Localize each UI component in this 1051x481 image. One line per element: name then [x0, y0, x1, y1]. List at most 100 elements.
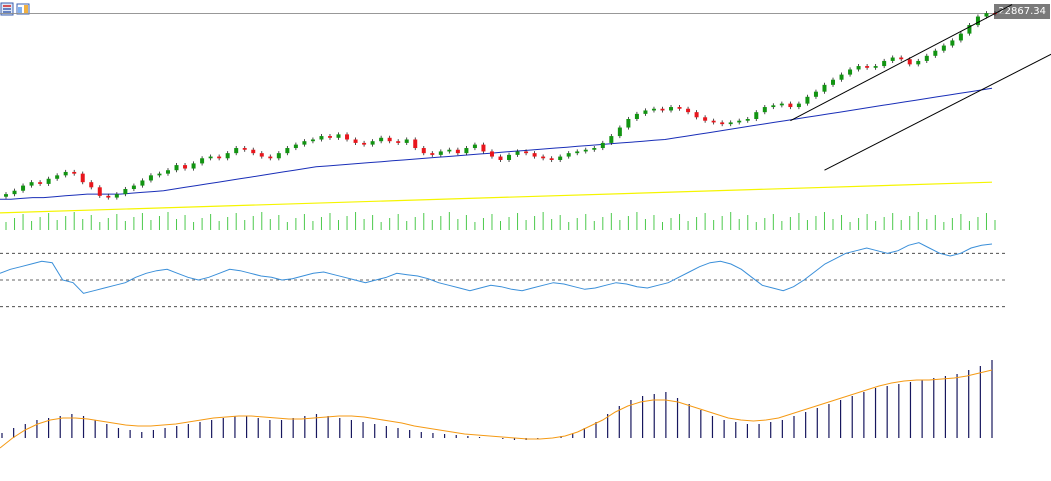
candle-body: [907, 59, 912, 65]
candle-body: [38, 182, 43, 184]
candle-body: [259, 153, 264, 157]
candle-body: [336, 134, 341, 138]
candle-body: [669, 107, 674, 111]
candle-body: [114, 194, 119, 198]
candle-body: [413, 139, 418, 149]
candle-body: [174, 165, 179, 171]
candle-body: [464, 148, 469, 154]
candle-body: [941, 45, 946, 51]
candle-body: [225, 153, 230, 159]
candle-body: [404, 139, 409, 143]
candle-body: [558, 156, 563, 160]
candle-body: [651, 108, 656, 111]
candle-body: [566, 153, 571, 157]
candle-body: [430, 153, 435, 155]
candle-body: [455, 149, 460, 154]
candle-body: [251, 149, 256, 154]
candle-body: [933, 50, 938, 56]
current-price-badge: 22867.34: [994, 4, 1050, 19]
candle-body: [319, 136, 324, 140]
candle-body: [873, 66, 878, 68]
candle-body: [583, 149, 588, 152]
candle-body: [293, 144, 298, 149]
candle-body: [165, 170, 170, 174]
chart-toolbar: [0, 2, 30, 18]
candle-body: [234, 148, 239, 154]
candle-body: [916, 60, 921, 65]
candle-body: [310, 139, 315, 142]
candle-body: [21, 185, 26, 191]
candle-body: [63, 171, 68, 176]
candle-body: [848, 69, 853, 75]
candle-body: [12, 190, 17, 195]
candle-body: [575, 151, 580, 154]
candle-body: [660, 108, 665, 111]
candle-body: [379, 137, 384, 142]
candle-body: [353, 139, 358, 143]
candle-body: [592, 148, 597, 150]
candle-body: [447, 149, 452, 152]
candle-body: [890, 57, 895, 61]
candle-body: [899, 57, 904, 60]
candle-body: [123, 189, 128, 195]
candle-body: [600, 142, 605, 149]
rsi-line: [0, 242, 993, 294]
candle-body: [609, 136, 614, 143]
candle-body: [327, 136, 332, 138]
candle-body: [720, 122, 725, 125]
candle-body: [97, 187, 102, 196]
candle-body: [421, 148, 426, 154]
candle-body: [148, 175, 153, 181]
channel-lower-line: [824, 53, 1051, 171]
candle-body: [489, 151, 494, 157]
candle-body: [856, 66, 861, 70]
candle-body: [131, 185, 136, 190]
candle-body: [626, 119, 631, 128]
candle-body: [967, 25, 972, 34]
candle-body: [345, 134, 350, 140]
candle-body: [217, 156, 222, 159]
candle-body: [737, 120, 742, 123]
candle-body: [515, 151, 520, 155]
candle-body: [106, 195, 111, 198]
candle-body: [191, 163, 196, 169]
candle-body: [796, 103, 801, 108]
macd-signal-line: [0, 369, 993, 449]
candle-body: [634, 113, 639, 119]
candle-body: [984, 13, 989, 17]
candles-list-icon[interactable]: [0, 2, 14, 16]
candle-body: [276, 153, 281, 159]
candle-body: [839, 74, 844, 80]
candle-body: [4, 194, 8, 197]
window-layout-icon[interactable]: [16, 2, 30, 16]
candle-body: [29, 182, 34, 186]
candle-body: [285, 148, 290, 154]
candle-body: [711, 120, 716, 123]
candle-body: [771, 105, 776, 108]
candle-body: [950, 40, 955, 46]
candle-body: [822, 84, 827, 92]
candle-body: [788, 103, 793, 108]
candle-body: [507, 154, 512, 160]
candle-body: [677, 107, 682, 109]
candle-body: [472, 144, 477, 149]
candle-body: [643, 110, 648, 114]
candle-body: [140, 180, 145, 186]
candle-body: [46, 178, 51, 184]
candle-body: [924, 55, 929, 61]
candle-body: [686, 108, 691, 113]
candle-body: [703, 117, 708, 121]
candle-body: [157, 173, 162, 176]
candle-body: [268, 156, 273, 159]
candle-body: [958, 33, 963, 41]
candle-body: [754, 112, 759, 119]
candle-body: [183, 165, 188, 169]
candle-body: [208, 156, 213, 159]
candle-body: [805, 96, 810, 104]
candle-body: [762, 107, 767, 113]
candle-body: [694, 112, 699, 118]
candle-body: [72, 171, 77, 174]
candle-body: [55, 175, 60, 179]
